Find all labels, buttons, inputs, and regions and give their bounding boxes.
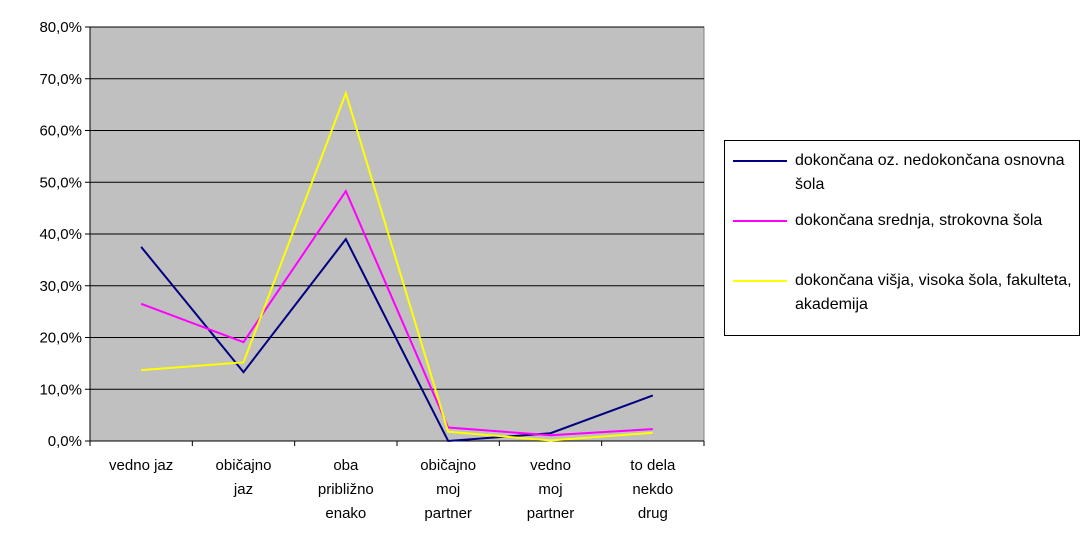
series-line-3 — [141, 90, 653, 442]
y-tick-label: 10,0% — [39, 381, 82, 398]
y-tick-label: 0,0% — [48, 433, 82, 450]
y-axis-tick-labels: 0,0% 10,0% 20,0% 30,0% 40,0% 50,0% 60,0% 70,0% 8… — [39, 19, 82, 450]
legend-label-series-1: dokončana oz. nedokončana osnovna šola — [795, 152, 1065, 193]
legend-label-series-2: dokončana srednja, strokovna šola — [795, 212, 1043, 229]
y-tick-label: 70,0% — [39, 71, 82, 88]
x-tick-label: običajno jaz — [216, 457, 272, 498]
x-tick-label: to dela nekdo drug — [630, 457, 676, 522]
series-line-1 — [140, 237, 654, 443]
legend: dokončana oz. nedokončana osnovna šola d… — [724, 140, 1080, 336]
legend-swatch-series-2 — [733, 220, 787, 222]
x-tick-label: oba približno enako — [318, 457, 374, 522]
axes — [85, 26, 705, 446]
y-tick-label: 60,0% — [39, 123, 82, 140]
y-tick-label: 20,0% — [39, 330, 82, 347]
legend-swatch-series-1 — [733, 160, 787, 162]
legend-swatch-series-3 — [733, 280, 787, 282]
gridlines — [90, 26, 704, 390]
y-tick-label: 50,0% — [39, 174, 82, 191]
y-tick-label: 80,0% — [39, 19, 82, 36]
legend-label-series-3: dokončana višja, visoka šola, fakulteta,… — [795, 272, 1072, 313]
x-tick-label: običajno moj partner — [420, 457, 476, 522]
series-lines — [140, 90, 654, 443]
x-axis-tick-labels: vedno jaz običajno jaz oba približno enako obi… — [109, 457, 676, 522]
y-tick-label: 30,0% — [39, 278, 82, 295]
series-line-2 — [140, 188, 653, 437]
y-tick-label: 40,0% — [39, 226, 82, 243]
x-tick-label: vedno moj partner — [527, 457, 575, 522]
x-tick-label: vedno jaz — [109, 457, 173, 474]
